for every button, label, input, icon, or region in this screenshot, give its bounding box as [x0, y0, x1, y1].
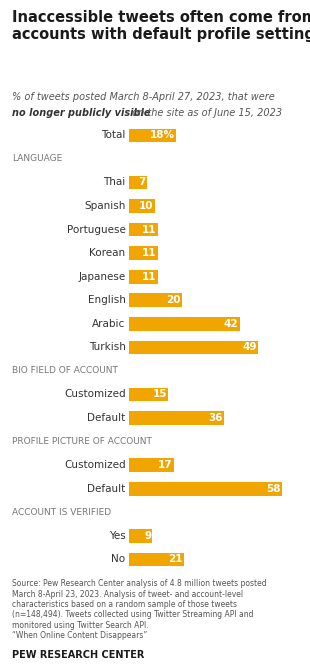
Text: 21: 21: [168, 554, 183, 564]
Text: Customized: Customized: [64, 389, 126, 399]
Bar: [129, 529, 153, 542]
Text: 20: 20: [166, 295, 180, 305]
Text: % of tweets posted March 8-April 27, 2023, that were: % of tweets posted March 8-April 27, 202…: [12, 92, 275, 102]
Text: Default: Default: [87, 484, 126, 494]
Text: Portuguese: Portuguese: [67, 224, 126, 234]
Text: no longer publicly visible: no longer publicly visible: [12, 108, 151, 118]
Text: Thai: Thai: [103, 178, 126, 188]
Bar: [129, 317, 240, 331]
Text: 18%: 18%: [150, 130, 175, 140]
Text: Customized: Customized: [64, 460, 126, 470]
Text: 11: 11: [142, 272, 157, 282]
Bar: [129, 458, 174, 472]
Text: PROFILE PICTURE OF ACCOUNT: PROFILE PICTURE OF ACCOUNT: [12, 437, 152, 446]
Text: Korean: Korean: [89, 248, 126, 258]
Text: Japanese: Japanese: [78, 272, 126, 282]
Bar: [129, 341, 258, 354]
Bar: [129, 222, 158, 236]
Text: 7: 7: [139, 178, 146, 188]
Text: 15: 15: [153, 389, 167, 399]
Bar: [129, 293, 182, 307]
Text: LANGUAGE: LANGUAGE: [12, 154, 63, 164]
Text: Yes: Yes: [109, 531, 126, 541]
Text: on the site as of June 15, 2023: on the site as of June 15, 2023: [129, 108, 282, 118]
Text: 11: 11: [142, 248, 157, 258]
Bar: [129, 411, 224, 425]
Text: 36: 36: [208, 413, 223, 423]
Text: 17: 17: [158, 460, 172, 470]
Text: Default: Default: [87, 413, 126, 423]
Bar: [129, 270, 158, 283]
Text: 9: 9: [144, 531, 151, 541]
Text: Turkish: Turkish: [89, 343, 126, 352]
Text: BIO FIELD OF ACCOUNT: BIO FIELD OF ACCOUNT: [12, 367, 118, 375]
Text: English: English: [88, 295, 126, 305]
Text: Inaccessible tweets often come from
accounts with default profile settings: Inaccessible tweets often come from acco…: [12, 10, 310, 43]
Text: PEW RESEARCH CENTER: PEW RESEARCH CENTER: [12, 650, 145, 660]
Text: Source: Pew Research Center analysis of 4.8 million tweets posted
March 8-April : Source: Pew Research Center analysis of …: [12, 579, 267, 640]
Bar: [129, 246, 158, 260]
Text: Spanish: Spanish: [84, 201, 126, 211]
Bar: [129, 552, 184, 566]
Bar: [129, 128, 176, 142]
Bar: [129, 387, 168, 401]
Text: ACCOUNT IS VERIFIED: ACCOUNT IS VERIFIED: [12, 508, 112, 517]
Bar: [129, 482, 282, 496]
Text: 10: 10: [139, 201, 154, 211]
Text: Arabic: Arabic: [92, 319, 126, 329]
Text: 58: 58: [266, 484, 281, 494]
Bar: [129, 199, 155, 213]
Text: 11: 11: [142, 224, 157, 234]
Text: 42: 42: [224, 319, 238, 329]
Text: No: No: [111, 554, 126, 564]
Text: Total: Total: [101, 130, 126, 140]
Text: 49: 49: [242, 343, 257, 352]
Bar: [129, 176, 147, 189]
